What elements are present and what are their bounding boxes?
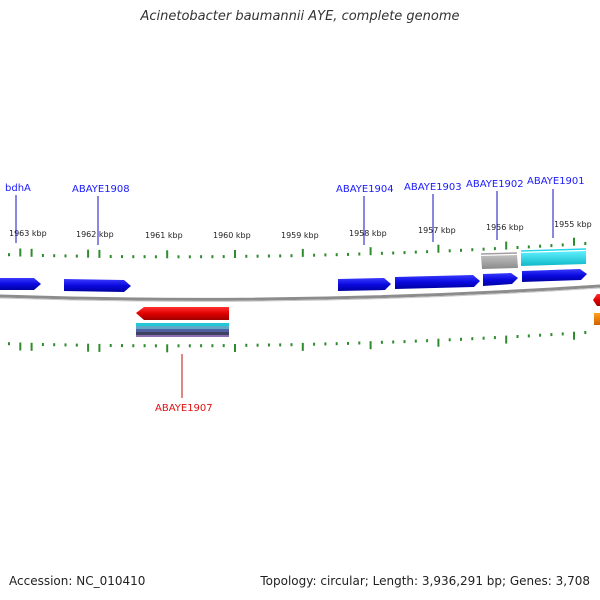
tick-label: 1963 kbp: [9, 229, 47, 238]
genome-backbone: [0, 284, 600, 301]
cds-blue-track: [136, 329, 229, 332]
cds-cyan-track-2: [136, 326, 229, 329]
genome-backbone-shadow: [0, 287, 600, 302]
tick-label: 1958 kbp: [349, 229, 387, 238]
accession-label: Accession: NC_010410: [9, 574, 146, 588]
gene-label-bdhA[interactable]: bdhA: [5, 183, 31, 194]
cds-orange-edge[interactable]: [594, 313, 600, 325]
genome-stats-label: Topology: circular; Length: 3,936,291 bp…: [260, 574, 590, 588]
tick-label: 1961 kbp: [145, 231, 183, 240]
tick-label: 1960 kbp: [213, 231, 251, 240]
lower-tick-row: [8, 331, 587, 353]
gene-arrow-bdhA[interactable]: [0, 278, 41, 290]
map-title: Acinetobacter baumannii AYE, complete ge…: [140, 9, 460, 24]
gene-label-ABAYE1907[interactable]: ABAYE1907: [155, 403, 213, 414]
gene-labels: bdhA ABAYE1908 ABAYE1904 ABAYE1903 ABAYE…: [5, 176, 585, 414]
gene-arrow-ABAYE1908[interactable]: [64, 279, 131, 292]
gene-label-ABAYE1901[interactable]: ABAYE1901: [527, 176, 585, 187]
cds-purple-track: [136, 335, 229, 337]
cds-cyan-rule: [520, 248, 587, 252]
tick-label: 1956 kbp: [486, 223, 524, 232]
gene-arrow-edge-red[interactable]: [593, 294, 600, 306]
cds-cyan-track: [136, 323, 229, 326]
cds-dark-track: [136, 332, 229, 335]
gene-label-ABAYE1908[interactable]: ABAYE1908: [72, 184, 130, 195]
forward-strand-genes: [0, 248, 587, 292]
tick-label: 1957 kbp: [418, 226, 456, 235]
tick-label: 1962 kbp: [76, 230, 114, 239]
cds-gray-block[interactable]: [481, 255, 518, 269]
reverse-strand-genes: [136, 294, 600, 337]
gene-arrow-ABAYE1902[interactable]: [483, 273, 518, 286]
gene-arrow-ABAYE1907[interactable]: [136, 307, 229, 320]
tick-label: 1955 kbp: [554, 220, 592, 229]
tick-label: 1959 kbp: [281, 231, 319, 240]
cds-gray-rule: [480, 252, 518, 255]
label-leaders: [15, 189, 554, 398]
gene-arrow-ABAYE1904[interactable]: [338, 278, 391, 291]
gene-arrow-ABAYE1901[interactable]: [522, 269, 587, 282]
gene-label-ABAYE1904[interactable]: ABAYE1904: [336, 184, 394, 195]
gene-arrow-ABAYE1903[interactable]: [395, 275, 480, 289]
tick-labels: 1963 kbp 1962 kbp 1961 kbp 1960 kbp 1959…: [9, 220, 592, 240]
gene-label-ABAYE1902[interactable]: ABAYE1902: [466, 179, 524, 190]
cds-cyan-block[interactable]: [521, 251, 586, 266]
gene-label-ABAYE1903[interactable]: ABAYE1903: [404, 182, 462, 193]
upper-tick-row: [8, 237, 587, 259]
